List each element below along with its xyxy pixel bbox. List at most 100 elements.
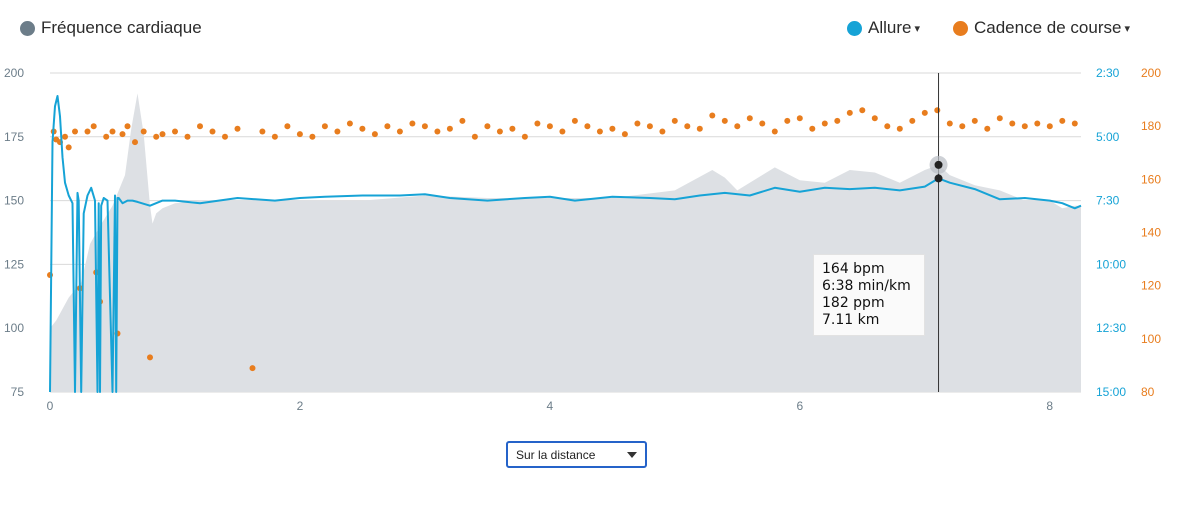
cadence-point [621,131,628,138]
heart-rate-area [50,93,1081,393]
cadence-point [684,123,691,130]
cadence-point [384,123,391,130]
running-chart[interactable]: 200 175 150 125 100 75 2:30 5:00 7:30 10:00 12:30 1… [0,0,1200,430]
cadence-point [634,120,641,127]
cadence-point [834,117,841,124]
cadence-point [209,128,216,135]
cadence-point [859,107,866,114]
cadence-point [484,123,491,130]
y-right-pace-tick-label: 15:00 [1096,385,1126,399]
cadence-point [1009,120,1016,127]
x-tick-label: 2 [297,399,304,413]
cadence-point [721,117,728,124]
x-tick-label: 6 [796,399,803,413]
cadence-point [734,123,741,130]
legend-heart-rate[interactable]: Fréquence cardiaque [20,18,202,38]
y-right-cadence-tick-label: 180 [1141,119,1161,133]
cadence-point [1046,123,1053,130]
cadence-point [609,125,616,132]
cadence-point [871,115,878,122]
cadence-point [896,125,903,132]
pace-line-path [49,95,1082,393]
cadence-point [671,117,678,124]
cadence-point [309,133,316,140]
legend-cadence[interactable]: Cadence de course ▾ [953,18,1130,38]
y-left-tick-label: 150 [4,194,24,208]
cadence-point [197,123,203,130]
cadence-point [284,123,291,130]
y-right-pace-tick-label: 12:30 [1096,321,1126,335]
heart-rate-legend-dot-icon [20,20,35,36]
cadence-point [1021,123,1028,130]
cadence-point [659,128,666,135]
cadence-point [84,128,91,135]
y-left-tick-label: 75 [11,385,25,399]
cadence-point [584,123,591,130]
y-right-pace-tick-label: 5:00 [1096,130,1120,144]
cadence-point [109,128,116,135]
cadence-dropdown-caret-icon[interactable]: ▾ [1124,22,1130,35]
legend-pace[interactable]: Allure ▾ [847,18,920,38]
cadence-point [72,128,78,135]
cadence-point [821,120,828,127]
pace-line [49,95,1082,393]
cadence-point [796,115,803,122]
cadence-point [784,117,791,124]
cadence-point [534,120,541,127]
cadence-point [119,131,126,138]
cadence-point [471,133,478,140]
cadence-point [809,125,816,132]
cursor-heart-rate-marker [934,160,943,169]
cadence-point [140,128,147,135]
cadence-point [1071,120,1078,127]
y-left-tick-label: 125 [4,257,24,271]
axis-ticks: 200 175 150 125 100 75 2:30 5:00 7:30 10:00 12:30 1… [4,66,1161,413]
cursor-pace-marker [934,174,943,183]
cadence-point [959,123,966,130]
cadence-point [359,125,366,132]
y-right-cadence-tick-label: 200 [1141,66,1161,80]
cadence-point [696,125,703,132]
tooltip-distance: 7.11 km [822,312,880,328]
x-tick-label: 0 [47,399,54,413]
cadence-legend-label: Cadence de course [974,18,1122,37]
cadence-point [909,117,916,124]
cadence-point [296,131,303,138]
cadence-point [396,128,403,135]
cadence-point [434,128,441,135]
cadence-point [934,107,941,114]
cadence-point [921,109,928,116]
cadence-point [771,128,778,135]
y-right-cadence-tick-label: 120 [1141,279,1161,293]
y-right-cadence-tick-label: 80 [1141,385,1155,399]
tooltip-heart-rate: 164 bpm [822,261,885,277]
y-right-cadence-tick-label: 160 [1141,172,1161,186]
pace-dropdown-caret-icon[interactable]: ▾ [914,22,920,35]
cadence-point [521,133,528,140]
y-right-pace-tick-label: 2:30 [1096,66,1120,80]
cadence-point [759,120,766,127]
cadence-point [559,128,566,135]
y-right-pace-tick-label: 7:30 [1096,194,1120,208]
cadence-point [184,133,191,140]
cadence-point [271,133,278,140]
y-right-cadence-tick-label: 100 [1141,332,1161,346]
cadence-point [159,131,166,138]
cadence-point [546,123,553,130]
cadence-point [496,128,503,135]
view-mode-select[interactable]: Sur la distance [506,441,647,468]
cadence-point [65,144,72,151]
cadence-point [90,123,97,130]
cadence-point [124,123,131,130]
cadence-point [884,123,891,130]
cadence-point [971,117,978,124]
cadence-point [321,123,328,130]
cadence-point [996,115,1003,122]
heart-rate-area-path [50,93,1081,393]
cadence-point [249,365,256,372]
cadence-point [103,133,110,140]
cadence-points [47,107,1078,372]
view-mode-select-value: Sur la distance [516,447,596,462]
pace-legend-dot-icon [847,20,862,36]
cadence-point [509,125,516,132]
